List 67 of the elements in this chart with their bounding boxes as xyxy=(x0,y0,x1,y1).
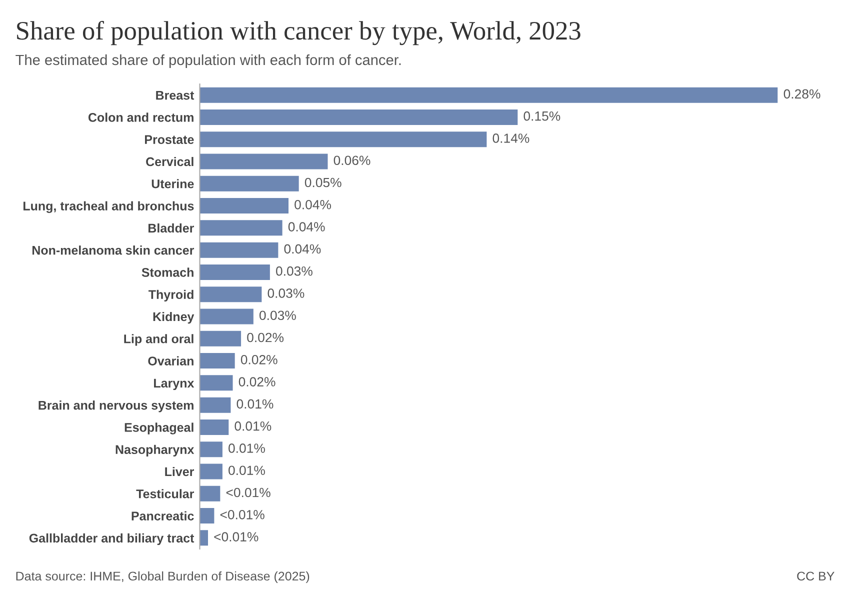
y-tick-label: Lip and oral xyxy=(124,334,194,346)
y-tick-label: Uterine xyxy=(152,179,194,188)
bar xyxy=(200,442,222,458)
y-tick-label: Colon and rectum xyxy=(88,112,194,122)
data-label: 0.03% xyxy=(276,266,312,276)
data-label: 0.15% xyxy=(524,111,560,121)
bar xyxy=(200,375,233,391)
data-label: 0.04% xyxy=(294,200,332,210)
chart-subtitle: The estimated share of population with each form of cancer. xyxy=(16,54,401,68)
y-tick-label: Ovarian xyxy=(148,356,194,366)
y-tick-label: Pancreatic xyxy=(132,511,194,520)
bar xyxy=(200,242,278,258)
y-tick-label: Non-melanoma skin cancer xyxy=(32,246,194,255)
y-tick-label: Stomach xyxy=(142,268,194,277)
y-tick-label: Prostate xyxy=(145,135,194,144)
data-label: 0.04% xyxy=(284,244,321,254)
bar xyxy=(200,220,282,236)
y-tick-label: Bladder xyxy=(148,223,194,233)
data-label: 0.05% xyxy=(304,178,342,188)
bar xyxy=(200,486,220,502)
data-label: 0.03% xyxy=(259,310,296,320)
y-tick-label: Liver xyxy=(165,466,194,476)
y-tick-label: Cervical xyxy=(146,156,194,166)
source-note: Data source: IHME, Global Burden of Disease (2025) xyxy=(16,571,310,584)
bar xyxy=(200,464,222,480)
bar xyxy=(200,198,289,214)
bar xyxy=(200,132,487,148)
bar xyxy=(200,286,262,302)
data-label: 0.14% xyxy=(492,134,530,143)
data-label: <0.01% xyxy=(214,532,258,542)
bar xyxy=(200,109,518,125)
data-label: 0.28% xyxy=(784,89,820,99)
y-tick-label: Lung, tracheal and bronchus xyxy=(24,201,194,213)
text: CC BY xyxy=(797,572,834,581)
data-label: 0.02% xyxy=(238,377,276,386)
data-label: 0.03% xyxy=(268,288,304,298)
data-label: <0.01% xyxy=(220,510,264,520)
y-tick-label: Thyroid xyxy=(148,290,194,302)
data-label: 0.01% xyxy=(234,421,272,431)
bar xyxy=(200,530,208,546)
y-tick-label: Gallbladder and biliary tract xyxy=(29,533,194,546)
data-label: 0.01% xyxy=(236,399,274,409)
bar xyxy=(200,508,214,524)
y-tick-label: Kidney xyxy=(153,312,194,324)
data-label: <0.01% xyxy=(226,488,270,498)
bar xyxy=(200,419,229,435)
bar xyxy=(200,154,328,170)
bar xyxy=(200,176,299,192)
data-label: 0.02% xyxy=(247,332,284,342)
y-tick-label: Brain and nervous system xyxy=(38,400,194,412)
y-tick-label: Nasopharynx xyxy=(116,444,194,456)
y-tick-label: Breast xyxy=(156,91,194,100)
data-label: 0.04% xyxy=(288,222,325,232)
chart-title: Share of population with cancer by type, World, 2023 xyxy=(17,20,580,46)
data-label: 0.02% xyxy=(240,354,278,364)
data-label: 0.01% xyxy=(228,466,265,476)
bar xyxy=(200,353,235,369)
bar xyxy=(200,397,231,413)
bar xyxy=(200,330,242,346)
y-tick-label: Esophageal xyxy=(124,422,194,434)
y-tick-label: Larynx xyxy=(154,378,194,390)
bar xyxy=(200,87,778,103)
bar xyxy=(200,308,254,324)
y-tick-label: Testicular xyxy=(136,489,194,498)
bar xyxy=(200,264,270,280)
data-label: 0.06% xyxy=(334,156,370,166)
data-label: 0.01% xyxy=(228,444,265,453)
